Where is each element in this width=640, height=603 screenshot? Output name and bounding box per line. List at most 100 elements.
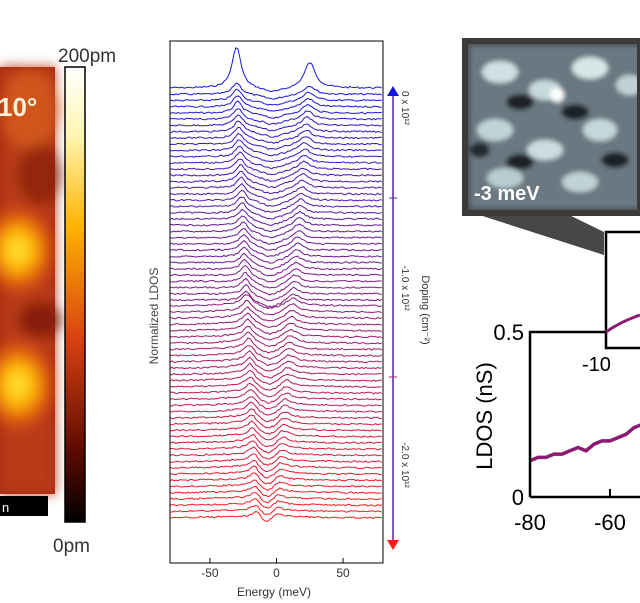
spectrum-line <box>169 271 382 289</box>
spectrum-line <box>169 318 382 336</box>
y-axis-label: Normalized LDOS <box>147 268 161 365</box>
spectrum-line <box>169 420 382 435</box>
spectrum-line <box>169 221 382 239</box>
colorbar <box>64 66 86 523</box>
x-tick-label: 50 <box>336 566 350 580</box>
spectrum-line <box>169 401 382 416</box>
x-tick-label: -50 <box>201 566 219 580</box>
spectrum-line <box>169 505 382 516</box>
spectrum-line <box>169 145 382 163</box>
spectrum-line <box>170 82 382 100</box>
spectrum-line <box>169 446 382 460</box>
spectrum-line <box>169 396 382 410</box>
spectrum-line <box>170 382 382 398</box>
spectrum-line <box>169 258 382 277</box>
spectrum-line <box>169 252 382 271</box>
spectrum-line <box>169 88 382 106</box>
spectrum-line <box>169 305 382 322</box>
inset-x-tick: -10 <box>582 354 611 376</box>
colorbar-max-label: 200pm <box>58 46 116 67</box>
doping-arrow-bottom <box>387 540 399 550</box>
zoom-wedge <box>470 212 604 255</box>
ldos-x-tick-label: -80 <box>514 510 546 535</box>
spectrum-line <box>169 356 382 372</box>
spectrum-line <box>169 283 382 302</box>
spectrum-line <box>169 389 382 404</box>
ldos-series-line <box>529 423 640 463</box>
doping-tick-labels: 0 x 10¹² -1.0 x 10¹² -2.0 x 10¹² <box>399 91 410 488</box>
ldos-y-tick-label: 0.5 <box>493 320 524 345</box>
stm-pattern <box>470 46 640 208</box>
spectrum-line <box>169 158 382 176</box>
spectrum-line <box>169 498 382 509</box>
spectrum-line <box>169 114 382 132</box>
ldos-x-tick-label: -60 <box>594 510 626 535</box>
spectrum-line <box>169 151 382 170</box>
ldos-chart: -80 -60 0 0.5 LDOS (nS) -10 <box>472 230 640 535</box>
spectrum-line <box>169 350 382 367</box>
spectrum-line <box>169 337 382 354</box>
spectrum-line <box>169 170 382 189</box>
spectrum-line <box>169 369 382 385</box>
spectrum-line <box>169 485 382 498</box>
ldos-ticks: -80 -60 0 0.5 <box>493 320 625 535</box>
spectrum-line <box>169 100 382 119</box>
colorbar-min-label: 0pm <box>53 536 90 557</box>
spectrum-line <box>169 312 382 328</box>
ldos-y-axis-label: LDOS (nS) <box>472 362 497 470</box>
spectrum-line <box>170 414 382 429</box>
spectrum-line <box>169 433 382 448</box>
spectrum-line <box>169 176 382 195</box>
spectrum-line <box>169 426 382 441</box>
spectrum-line <box>169 126 382 144</box>
inset-box <box>604 230 640 350</box>
spectrum-line <box>169 164 382 182</box>
spectrum-line <box>169 277 382 296</box>
spectrum-line <box>169 196 382 213</box>
spectrum-line <box>169 215 382 233</box>
spectrum-line <box>169 227 382 245</box>
inset-line <box>605 313 640 334</box>
scalebar-text: n <box>2 500 9 515</box>
waterfall-series-group <box>169 47 382 522</box>
topography-features <box>0 67 62 494</box>
spectrum-line <box>169 472 382 485</box>
spectrum-line <box>169 120 382 138</box>
spectrum-line <box>170 453 382 467</box>
spectrum-line <box>169 440 382 454</box>
spectrum-line <box>169 132 382 150</box>
angle-label: 10° <box>0 92 37 122</box>
spectrum-line <box>170 510 382 522</box>
waterfall-x-ticks: -50 0 50 <box>201 558 350 580</box>
spectrum-line <box>169 465 382 479</box>
spectrum-line <box>169 376 382 391</box>
spectrum-line <box>170 108 382 126</box>
spectrum-line <box>169 189 382 207</box>
spectrum-line <box>170 331 382 347</box>
spectrum-line <box>170 202 382 220</box>
spectrum-line <box>169 459 382 473</box>
stm-inset-panel: -3 meV <box>462 38 640 255</box>
energy-label: -3 meV <box>474 183 540 205</box>
waterfall-chart: -50 0 50 Energy (meV) Normalized LDOS 0 x … <box>147 40 431 599</box>
spectrum-line <box>169 325 382 341</box>
ldos-y-tick-label: 0 <box>512 485 524 510</box>
spectrum-line <box>169 479 382 491</box>
doping-axis-label: Doping (cm⁻²) <box>419 275 431 344</box>
doping-tick-label: 0 x 10¹² <box>399 91 410 126</box>
spectrum-line <box>169 95 382 112</box>
spectrum-line <box>169 492 382 504</box>
spectrum-line <box>169 408 382 423</box>
spectrum-line <box>169 139 382 157</box>
spectrum-line <box>169 234 382 251</box>
ldos-frame <box>528 330 640 497</box>
x-axis-label: Energy (meV) <box>237 585 311 599</box>
spectrum-line <box>169 362 382 379</box>
spectrum-line <box>169 246 382 264</box>
spectrum-line <box>169 345 382 361</box>
spectrum-line <box>169 239 382 258</box>
spectrum-line <box>169 47 382 93</box>
spectrum-line <box>169 265 382 283</box>
